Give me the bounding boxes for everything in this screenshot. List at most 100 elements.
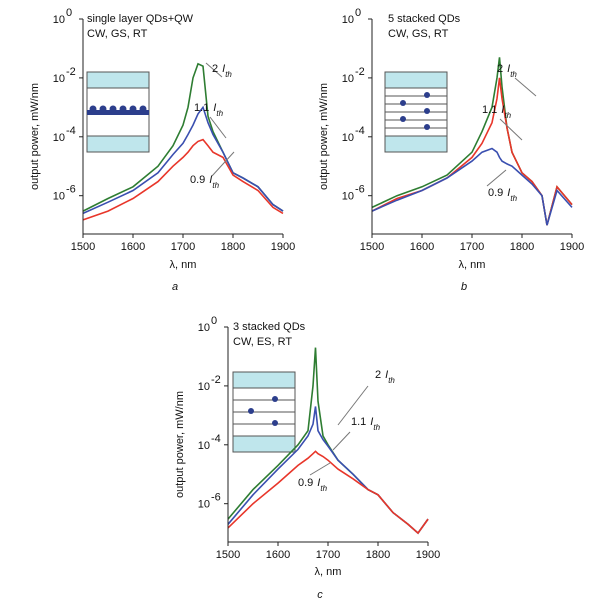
- inset-dot: [119, 105, 127, 113]
- y-tick-label: 10: [198, 499, 210, 511]
- annotation-symbol: I: [222, 63, 225, 75]
- y-tick-label: 10: [198, 322, 210, 334]
- x-tick-label: 1900: [560, 241, 584, 253]
- y-tick-label: 10: [198, 440, 210, 452]
- y-tick-exponent: -6: [66, 184, 76, 196]
- tick-base: 10: [342, 191, 354, 203]
- tick-base: 10: [198, 499, 210, 511]
- y-tick-label: 10: [53, 132, 65, 144]
- y-tick-exponent: -2: [211, 374, 221, 386]
- inset-dot: [129, 105, 137, 113]
- inset-well: [87, 110, 149, 115]
- annotation-coef: 0.9: [190, 174, 205, 186]
- annotation: 0.9 Ith: [190, 174, 220, 190]
- y-tick-label: 10: [53, 14, 65, 26]
- x-tick-label: 1900: [271, 241, 295, 253]
- inset-cladding: [86, 135, 150, 153]
- y-tick-exponent: -4: [66, 125, 76, 137]
- tick-base: 10: [342, 132, 354, 144]
- inset-dot: [400, 116, 406, 122]
- x-tick-label: 1600: [266, 549, 290, 561]
- y-axis-label: output power, mW/nm: [174, 391, 186, 498]
- panel-note: CW, ES, RT: [233, 336, 292, 348]
- y-axis-label: output power, mW/nm: [29, 83, 41, 190]
- spectrum-line: [371, 147, 573, 226]
- inset-dot: [248, 408, 254, 414]
- tick-base: 10: [53, 191, 65, 203]
- annotation-subscript: th: [388, 376, 395, 385]
- tick-base: 10: [53, 73, 65, 85]
- annotation-leader: [486, 169, 507, 187]
- inset-dot: [89, 105, 97, 113]
- inset-cladding: [232, 371, 296, 389]
- x-tick-label: 1800: [510, 241, 534, 253]
- inset-dot: [400, 100, 406, 106]
- inset-dot: [272, 420, 278, 426]
- panel-note: CW, GS, RT: [388, 28, 449, 40]
- annotation-subscript: th: [212, 181, 219, 190]
- x-tick-label: 1800: [366, 549, 390, 561]
- x-axis-label: λ, nm: [170, 259, 197, 271]
- y-tick-exponent: -2: [66, 66, 76, 78]
- annotation-symbol: I: [507, 187, 510, 199]
- annotation-subscript: th: [225, 70, 232, 79]
- panel-note: 3 stacked QDs: [233, 321, 306, 333]
- x-tick-label: 1600: [121, 241, 145, 253]
- annotation-coef: 1.1: [482, 104, 497, 116]
- annotation-symbol: I: [385, 369, 388, 381]
- annotation-symbol: I: [213, 102, 216, 114]
- annotation: 2 Ith: [375, 369, 395, 385]
- y-tick-exponent: 0: [211, 315, 217, 327]
- x-tick-label: 1800: [221, 241, 245, 253]
- annotation-coef: 2: [497, 63, 503, 75]
- tick-base: 10: [342, 73, 354, 85]
- annotation-coef: 0.9: [298, 477, 313, 489]
- inset-dot: [99, 105, 107, 113]
- y-tick-exponent: 0: [66, 7, 72, 19]
- y-tick-exponent: -4: [355, 125, 365, 137]
- annotation-leader: [205, 62, 223, 78]
- y-axis-label: output power, mW/nm: [318, 83, 330, 190]
- inset-dot: [424, 108, 430, 114]
- annotation-coef: 2: [212, 63, 218, 75]
- x-tick-label: 1600: [410, 241, 434, 253]
- inset-dot: [139, 105, 147, 113]
- annotation-leader: [309, 462, 331, 476]
- x-tick-label: 1700: [316, 549, 340, 561]
- inset-cladding: [86, 71, 150, 89]
- tick-base: 10: [198, 440, 210, 452]
- y-tick-label: 10: [53, 191, 65, 203]
- spectrum-line: [227, 450, 429, 535]
- y-tick-label: 10: [342, 73, 354, 85]
- spectrum-line: [82, 105, 284, 215]
- x-tick-label: 1500: [71, 241, 95, 253]
- spectrum-line: [82, 138, 284, 221]
- y-tick-exponent: -4: [211, 433, 221, 445]
- annotation-subscript: th: [504, 111, 511, 120]
- annotation: 0.9 Ith: [298, 477, 328, 493]
- annotation-coef: 0.9: [488, 187, 503, 199]
- y-tick-label: 10: [342, 132, 354, 144]
- annotation-coef: 1.1: [194, 102, 209, 114]
- y-tick-exponent: -2: [355, 66, 365, 78]
- annotation: 2 Ith: [212, 63, 232, 79]
- annotation-symbol: I: [370, 416, 373, 428]
- x-tick-label: 1900: [416, 549, 440, 561]
- annotation-subscript: th: [510, 70, 517, 79]
- x-tick-label: 1700: [460, 241, 484, 253]
- annotation-leader: [337, 385, 369, 426]
- annotation-leader: [499, 118, 523, 141]
- annotation: 0.9 Ith: [488, 187, 518, 203]
- y-tick-label: 10: [53, 73, 65, 85]
- x-tick-label: 1700: [171, 241, 195, 253]
- panel-note: CW, GS, RT: [87, 28, 148, 40]
- x-axis-label: λ, nm: [459, 259, 486, 271]
- annotation-symbol: I: [317, 477, 320, 489]
- inset-cladding: [384, 71, 448, 89]
- annotation: 1.1 Ith: [194, 102, 224, 118]
- y-tick-exponent: -6: [355, 184, 365, 196]
- annotation: 2 Ith: [497, 63, 517, 79]
